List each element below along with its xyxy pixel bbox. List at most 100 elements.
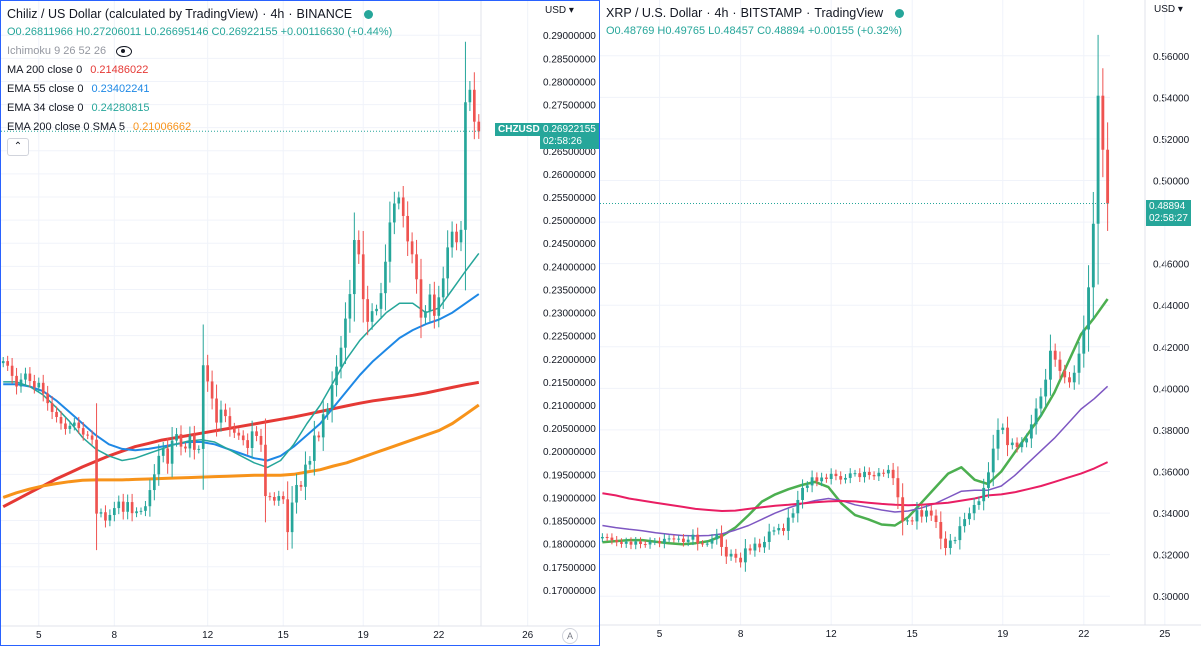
xrp-ohlc: O0.48769 H0.49765 L0.48457 C0.48894 +0.0… [606, 25, 903, 37]
candle-body [758, 543, 762, 548]
indicator-value: 0.21006662 [133, 121, 192, 133]
candle-body [925, 510, 928, 517]
candle-body [1087, 287, 1090, 330]
indicator-row[interactable]: EMA 34 close 0 0.24280815 [7, 99, 392, 117]
candle-body [639, 541, 642, 545]
xrp-source: TradingView [814, 6, 884, 20]
candle-body [250, 431, 254, 448]
candle-body [839, 476, 843, 480]
xrp-currency-label[interactable]: USD ▾ [1154, 4, 1183, 15]
candle-body [834, 473, 838, 477]
candle-body [281, 496, 285, 500]
candle-body [317, 435, 321, 438]
collapse-legend-button[interactable]: ⌃ [7, 138, 29, 156]
candle-body [46, 393, 49, 404]
candle-body [237, 432, 241, 436]
candle-body [748, 548, 752, 551]
indicator-row[interactable]: EMA 200 close 0 SMA 5 0.21006662 [7, 118, 392, 136]
indicator-value: 0.23402241 [91, 83, 150, 95]
indicator-row[interactable]: MA 200 close 0 0.21486022 [7, 61, 392, 79]
candle-body [268, 496, 272, 498]
y-tick-label: 0.46000 [1153, 260, 1190, 271]
candle-body [388, 222, 392, 262]
candle-body [1025, 438, 1029, 443]
candle-body [68, 425, 72, 430]
candle-body [724, 546, 728, 557]
x-tick-label: 22 [1078, 629, 1090, 640]
y-tick-label: 0.29000000 [543, 31, 596, 42]
candle-body [459, 229, 463, 243]
y-tick-label: 0.22000000 [543, 355, 596, 366]
candle-body [1106, 149, 1110, 204]
candle-body [1096, 95, 1100, 224]
candle-body [906, 520, 909, 522]
candle-body [446, 247, 449, 279]
y-tick-label: 0.44000 [1153, 301, 1190, 312]
x-tick-label: 8 [738, 629, 744, 640]
chz-chart-canvas[interactable]: 0.29000000 0.28500000 0.28000000 0.27500000… [1, 1, 600, 646]
candle-body [370, 311, 374, 322]
candle-body [228, 416, 232, 429]
candle-body [157, 455, 161, 475]
xrp-legend: XRP / U.S. Dollar · 4h · BITSTAMP · Trad… [606, 4, 905, 40]
candle-body [953, 540, 957, 542]
auto-scale-button[interactable]: A [562, 628, 578, 644]
y-tick-label: 0.36000 [1153, 468, 1190, 479]
candle-body [135, 511, 138, 514]
y-tick-label: 0.24500000 [543, 239, 596, 250]
candle-body [653, 541, 657, 543]
candle-body [468, 89, 472, 103]
candle-body [419, 279, 423, 318]
indicator-label: EMA 34 close 0 [7, 102, 84, 114]
indicator-row[interactable]: EMA 55 close 0 0.23402241 [7, 80, 392, 98]
candle-body [853, 473, 857, 475]
candle-body [753, 543, 757, 551]
xrp-last-price: 0.48894 [1149, 201, 1186, 212]
indicator-line [602, 385, 1109, 537]
xrp-chart-pane[interactable]: 0.560000.540000.520000.500000.480000.460… [600, 0, 1201, 646]
chz-legend: Chiliz / US Dollar (calculated by Tradin… [7, 5, 392, 156]
candle-body [330, 385, 334, 409]
candle-body [882, 472, 886, 474]
candle-body [144, 506, 147, 511]
candle-body [130, 502, 134, 514]
candle-body [701, 543, 704, 545]
candle-body [948, 540, 952, 548]
candle-body [259, 435, 263, 445]
candle-body [6, 361, 9, 366]
candle-body [153, 474, 156, 491]
hidden-eye-icon[interactable] [116, 45, 133, 57]
x-tick-label: 15 [907, 629, 919, 640]
candle-body [915, 510, 919, 522]
xrp-interval[interactable]: 4h [714, 6, 729, 20]
indicator-value: 0.21486022 [90, 64, 149, 76]
chz-symbol-title[interactable]: Chiliz / US Dollar (calculated by Tradin… [7, 7, 259, 21]
candle-body [1015, 442, 1019, 448]
candle-body [441, 278, 445, 298]
candle-body [1048, 350, 1052, 380]
candle-body [1068, 377, 1071, 383]
indicator-line [3, 293, 480, 462]
chz-exchange: BINANCE [296, 7, 353, 21]
candle-body [50, 403, 54, 412]
candle-body [967, 513, 971, 520]
y-tick-label: 0.56000 [1153, 52, 1190, 63]
candle-body [624, 541, 628, 544]
candle-body [1, 361, 5, 364]
candle-body [357, 240, 361, 255]
candle-body [867, 471, 871, 476]
candle-body [161, 448, 165, 456]
xrp-chart-canvas[interactable]: 0.560000.540000.520000.500000.480000.460… [600, 0, 1201, 646]
chz-currency-label[interactable]: USD ▾ [545, 5, 574, 16]
candle-body [108, 515, 112, 521]
candle-body [55, 411, 58, 418]
candle-body [241, 435, 245, 441]
chz-interval[interactable]: 4h [270, 7, 285, 21]
candle-body [891, 469, 895, 479]
y-tick-label: 0.24000000 [543, 262, 596, 273]
candle-body [86, 434, 89, 436]
xrp-symbol-title[interactable]: XRP / U.S. Dollar [606, 6, 703, 20]
chz-chart-pane[interactable]: 0.29000000 0.28500000 0.28000000 0.27500000… [0, 0, 600, 646]
indicator-row[interactable]: Ichimoku 9 26 52 26 [7, 42, 392, 60]
candle-body [313, 435, 316, 461]
